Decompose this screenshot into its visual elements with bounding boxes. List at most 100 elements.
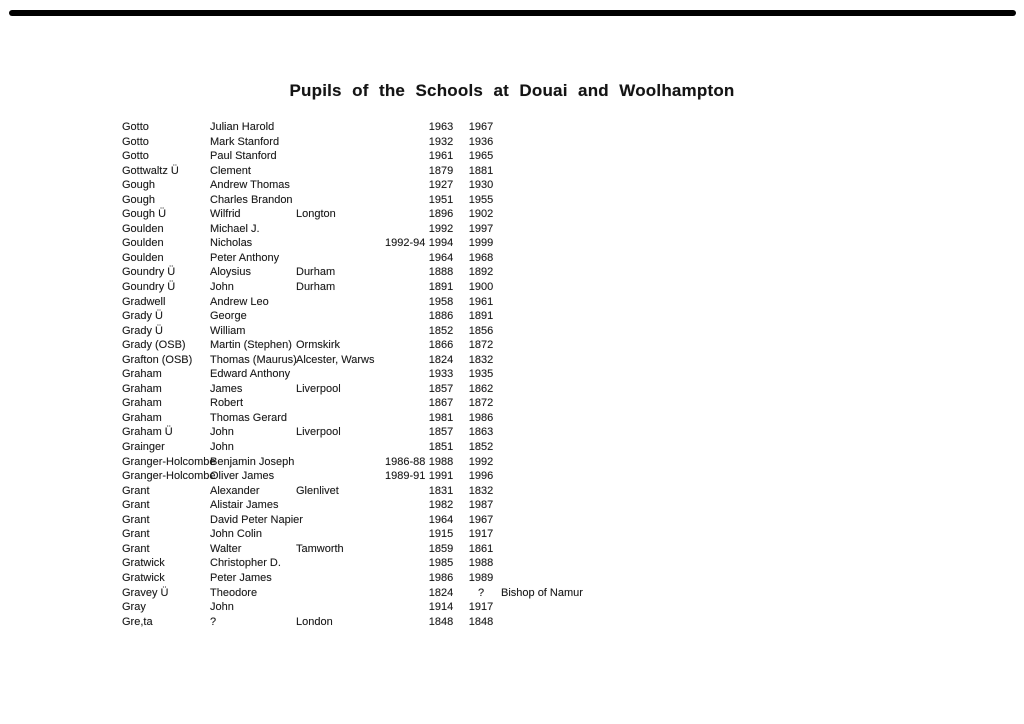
year-to-cell: 1862 (468, 382, 494, 395)
forenames-cell: ? (210, 615, 217, 628)
place-cell (296, 600, 385, 615)
table-row: Gotto Mark Stanford 1932 1936 (122, 135, 1002, 150)
note-cell (499, 396, 729, 411)
note-cell (499, 120, 729, 135)
year-from-cell: 1927 (428, 179, 454, 192)
table-row: Gough Ü Wilfrid Longton 1896 1902 (122, 207, 1002, 222)
table-row: Gratwick Peter James 1986 1989 (122, 571, 1002, 586)
forenames-cell: Martin (Stephen) (210, 339, 292, 352)
year-from-cell: 1963 (428, 121, 454, 133)
year-to-cell: ? (477, 586, 485, 599)
attended-cell: 1992-94 (385, 237, 426, 250)
year-from-cell: 1958 (428, 295, 454, 308)
attended-cell (385, 251, 419, 266)
note-cell (499, 513, 729, 528)
forenames-cell: David Peter Napier (210, 513, 303, 526)
place-cell (296, 236, 385, 251)
place-cell (296, 222, 385, 237)
place-cell (296, 455, 385, 470)
surname-cell: Graham (122, 411, 162, 424)
forenames-cell: Thomas (Maurus) (210, 353, 297, 366)
year-from-cell: 1896 (428, 208, 454, 221)
place-cell (296, 367, 385, 382)
surname-cell: Grant (122, 499, 150, 512)
attended-cell (385, 207, 419, 222)
surname-cell: Gre,ta (122, 615, 153, 628)
table-row: Grant Walter Tamworth 1859 1861 (122, 542, 1002, 557)
note-cell (499, 425, 729, 440)
attended-cell (385, 382, 419, 397)
note-cell: Bishop of Namur (501, 586, 583, 599)
table-row: Grant Alexander Glenlivet 1831 1832 (122, 484, 1002, 499)
year-to-cell: 1967 (468, 121, 494, 133)
attended-cell (385, 338, 419, 353)
place-cell (296, 193, 385, 208)
year-to-cell: 1935 (468, 368, 494, 381)
surname-cell: Gottwaltz Ü (122, 164, 179, 177)
attended-cell (385, 411, 419, 426)
place-cell (296, 396, 385, 411)
year-from-cell: 1824 (428, 586, 454, 599)
table-row: Graham Robert 1867 1872 (122, 396, 1002, 411)
note-cell (499, 207, 729, 222)
surname-cell: Gotto (122, 135, 149, 148)
year-to-cell: 1999 (468, 237, 494, 250)
attended-cell (385, 542, 419, 557)
surname-cell: Granger-Holcombe (122, 470, 216, 483)
table-row: Gray John 1914 1917 (122, 600, 1002, 615)
attended-cell: 1986-88 (385, 455, 426, 468)
year-from-cell: 1914 (428, 601, 454, 614)
note-cell (499, 280, 729, 295)
table-row: Gotto Julian Harold 1963 1967 (122, 120, 1002, 135)
place-cell: Tamworth (296, 542, 344, 555)
place-cell (296, 164, 385, 179)
table-row: Goulden Michael J. 1992 1997 (122, 222, 1002, 237)
attended-cell (385, 353, 419, 368)
place-cell (296, 135, 385, 150)
forenames-cell: Robert (210, 397, 244, 410)
year-to-cell: 1852 (468, 441, 494, 454)
forenames-cell: John (210, 601, 234, 614)
year-to-cell: 1900 (468, 281, 494, 294)
surname-cell: Graham Ü (122, 426, 173, 439)
place-cell (296, 498, 385, 513)
forenames-cell: Walter (210, 542, 242, 555)
year-to-cell: 1992 (468, 455, 494, 468)
place-cell (296, 309, 385, 324)
surname-cell: Grady (OSB) (122, 339, 186, 352)
note-cell (499, 353, 729, 368)
attended-cell (385, 498, 419, 513)
year-to-cell: 1988 (468, 557, 494, 570)
attended-cell (385, 484, 419, 499)
year-to-cell: 1989 (468, 571, 494, 584)
table-row: Graham Thomas Gerard 1981 1986 (122, 411, 1002, 426)
surname-cell: Gotto (122, 150, 149, 163)
pupil-table: Gotto Julian Harold 1963 1967 Gotto Mark Stan… (122, 120, 1002, 629)
forenames-cell: Benjamin Joseph (210, 455, 295, 468)
table-row: Grainger John 1851 1852 (122, 440, 1002, 455)
forenames-cell: Nicholas (210, 237, 253, 250)
surname-cell: Goundry Ü (122, 266, 176, 279)
place-cell (296, 251, 385, 266)
table-row: Gre,ta? London 1848 1848 (122, 615, 1002, 630)
surname-cell: Grant (122, 542, 150, 555)
forenames-cell: Julian Harold (210, 121, 275, 133)
year-from-cell: 1985 (428, 557, 454, 570)
table-row: Grady Ü George 1886 1891 (122, 309, 1002, 324)
surname-cell: Gradwell (122, 295, 166, 308)
attended-cell (385, 265, 419, 280)
place-cell (296, 149, 385, 164)
year-from-cell: 1859 (428, 542, 454, 555)
table-row: Goulden Peter Anthony 1964 1968 (122, 251, 1002, 266)
attended-cell (385, 425, 419, 440)
attended-cell (385, 513, 419, 528)
surname-cell: Gough Ü (122, 208, 167, 221)
note-cell (499, 164, 729, 179)
year-from-cell: 1888 (428, 266, 454, 279)
year-to-cell: 1872 (468, 397, 494, 410)
year-from-cell: 1991 (428, 470, 454, 483)
surname-cell: Grainger (122, 441, 165, 454)
note-cell (499, 571, 729, 586)
table-row: Grant David Peter Napier 1964 1967 (122, 513, 1002, 528)
